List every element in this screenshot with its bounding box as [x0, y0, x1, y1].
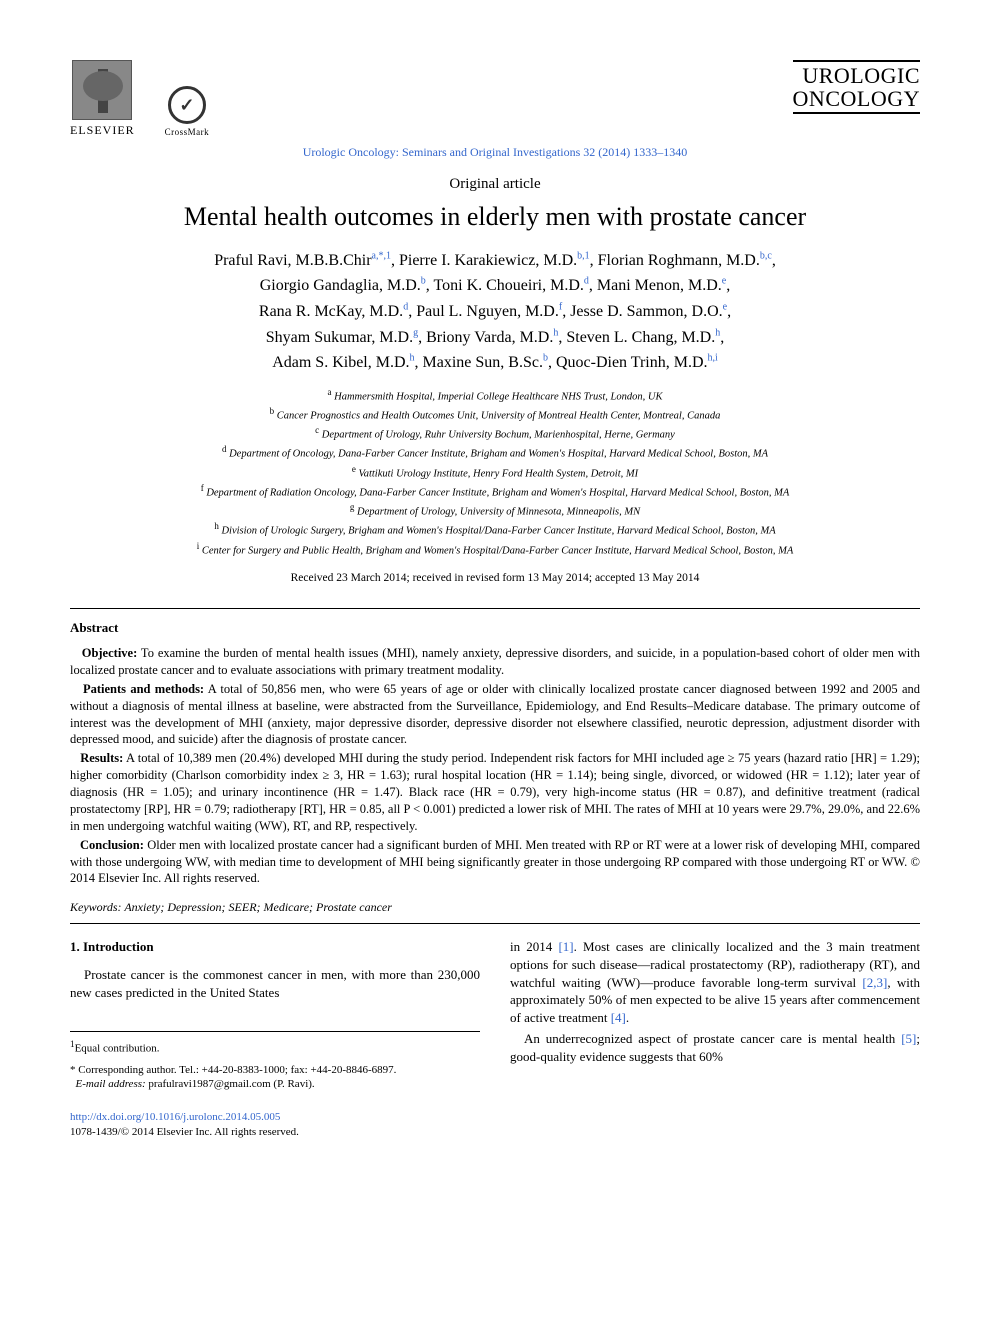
author-affil-sup[interactable]: h,i: [708, 353, 718, 364]
abstract-conclusion-label: Conclusion:: [80, 838, 144, 852]
elsevier-tree-icon: [72, 60, 132, 120]
author: Adam S. Kibel, M.D.: [272, 354, 409, 371]
column-right: in 2014 [1]. Most cases are clinically l…: [510, 938, 920, 1092]
footnote-equal: 1Equal contribution.: [70, 1038, 480, 1057]
author-affil-sup[interactable]: b,1: [577, 250, 590, 261]
affiliation-h: Division of Urologic Surgery, Brigham an…: [221, 526, 775, 537]
abstract-objective-label: Objective:: [82, 646, 138, 660]
keywords-label: Keywords:: [70, 900, 122, 914]
citation-link[interactable]: [5]: [901, 1031, 916, 1046]
divider: [70, 923, 920, 924]
footnotes: 1Equal contribution. * Corresponding aut…: [70, 1031, 480, 1092]
citation-link[interactable]: [1]: [558, 939, 573, 954]
article-title: Mental health outcomes in elderly men wi…: [70, 199, 920, 234]
abstract-methods-label: Patients and methods:: [83, 682, 204, 696]
elsevier-text: ELSEVIER: [70, 122, 135, 138]
crossmark-label: CrossMark: [165, 126, 210, 138]
keywords: Keywords: Anxiety; Depression; SEER; Med…: [70, 899, 920, 915]
abstract-heading: Abstract: [70, 619, 920, 637]
author-affil-sup[interactable]: b,c: [760, 250, 772, 261]
body-columns: 1. Introduction Prostate cancer is the c…: [70, 938, 920, 1092]
intro-paragraph: in 2014 [1]. Most cases are clinically l…: [510, 938, 920, 1026]
affiliation-a: Hammersmith Hospital, Imperial College H…: [334, 391, 662, 402]
header: ELSEVIER ✓ CrossMark UROLOGIC ONCOLOGY: [70, 60, 920, 138]
author: , Toni K. Choueiri, M.D.: [426, 277, 584, 294]
author-list: Praful Ravi, M.B.B.Chira,*,1, Pierre I. …: [70, 248, 920, 376]
author: , Briony Varda, M.D.: [418, 329, 553, 346]
author: Praful Ravi, M.B.B.Chir: [214, 252, 371, 269]
abstract: Abstract Objective: To examine the burde…: [70, 619, 920, 887]
abstract-results-label: Results:: [80, 751, 123, 765]
author: , Pierre I. Karakiewicz, M.D.: [391, 252, 577, 269]
abstract-objective: Objective: To examine the burden of ment…: [70, 645, 920, 679]
author: , Florian Roghmann, M.D.: [590, 252, 760, 269]
journal-logo-line1: UROLOGIC: [793, 64, 920, 87]
crossmark-icon: ✓: [168, 86, 206, 124]
affiliation-f: Department of Radiation Oncology, Dana-F…: [206, 487, 789, 498]
affiliation-e: Vattikuti Urology Institute, Henry Ford …: [358, 468, 638, 479]
footnote-email: E-mail address: prafulravi1987@gmail.com…: [70, 1077, 480, 1092]
affiliation-c: Department of Urology, Ruhr University B…: [322, 430, 675, 441]
column-left: 1. Introduction Prostate cancer is the c…: [70, 938, 480, 1092]
affiliation-g: Department of Urology, University of Min…: [357, 507, 640, 518]
journal-logo-line2: ONCOLOGY: [793, 87, 920, 110]
affiliations: a Hammersmith Hospital, Imperial College…: [70, 386, 920, 559]
copyright: 1078-1439/© 2014 Elsevier Inc. All right…: [70, 1125, 920, 1140]
doi-link[interactable]: http://dx.doi.org/10.1016/j.urolonc.2014…: [70, 1110, 920, 1125]
article-dates: Received 23 March 2014; received in revi…: [70, 571, 920, 587]
affiliation-d: Department of Oncology, Dana-Farber Canc…: [229, 449, 768, 460]
author: , Quoc-Dien Trinh, M.D.: [548, 354, 708, 371]
author-affil-sup[interactable]: a,*,1: [372, 250, 391, 261]
author: , Mani Menon, M.D.: [589, 277, 722, 294]
intro-paragraph: Prostate cancer is the commonest cancer …: [70, 966, 480, 1001]
article-type: Original article: [70, 174, 920, 194]
abstract-conclusion: Conclusion: Older men with localized pro…: [70, 837, 920, 888]
author: , Steven L. Chang, M.D.: [558, 329, 715, 346]
journal-logo: UROLOGIC ONCOLOGY: [793, 60, 920, 114]
crossmark-badge[interactable]: ✓ CrossMark: [165, 86, 210, 138]
citation-link[interactable]: [2,3]: [862, 975, 887, 990]
affiliation-b: Cancer Prognostics and Health Outcomes U…: [277, 410, 721, 421]
keywords-text: Anxiety; Depression; SEER; Medicare; Pro…: [122, 900, 392, 914]
divider: [70, 608, 920, 609]
author: , Jesse D. Sammon, D.O.: [562, 303, 722, 320]
intro-paragraph: An underrecognized aspect of prostate ca…: [510, 1030, 920, 1065]
header-left: ELSEVIER ✓ CrossMark: [70, 60, 209, 138]
page-footer: http://dx.doi.org/10.1016/j.urolonc.2014…: [70, 1110, 920, 1140]
author: Shyam Sukumar, M.D.: [266, 329, 413, 346]
elsevier-logo: ELSEVIER: [70, 60, 135, 138]
author: Giorgio Gandaglia, M.D.: [260, 277, 421, 294]
journal-reference[interactable]: Urologic Oncology: Seminars and Original…: [70, 144, 920, 160]
footnote-corresponding: * Corresponding author. Tel.: +44-20-838…: [70, 1063, 480, 1078]
author: Rana R. McKay, M.D.: [259, 303, 403, 320]
citation-link[interactable]: [4]: [611, 1010, 626, 1025]
affiliation-i: Center for Surgery and Public Health, Br…: [202, 545, 793, 556]
author: , Maxine Sun, B.Sc.: [415, 354, 543, 371]
author: , Paul L. Nguyen, M.D.: [408, 303, 559, 320]
abstract-results: Results: A total of 10,389 men (20.4%) d…: [70, 750, 920, 834]
section-heading-intro: 1. Introduction: [70, 938, 480, 956]
abstract-methods: Patients and methods: A total of 50,856 …: [70, 681, 920, 749]
